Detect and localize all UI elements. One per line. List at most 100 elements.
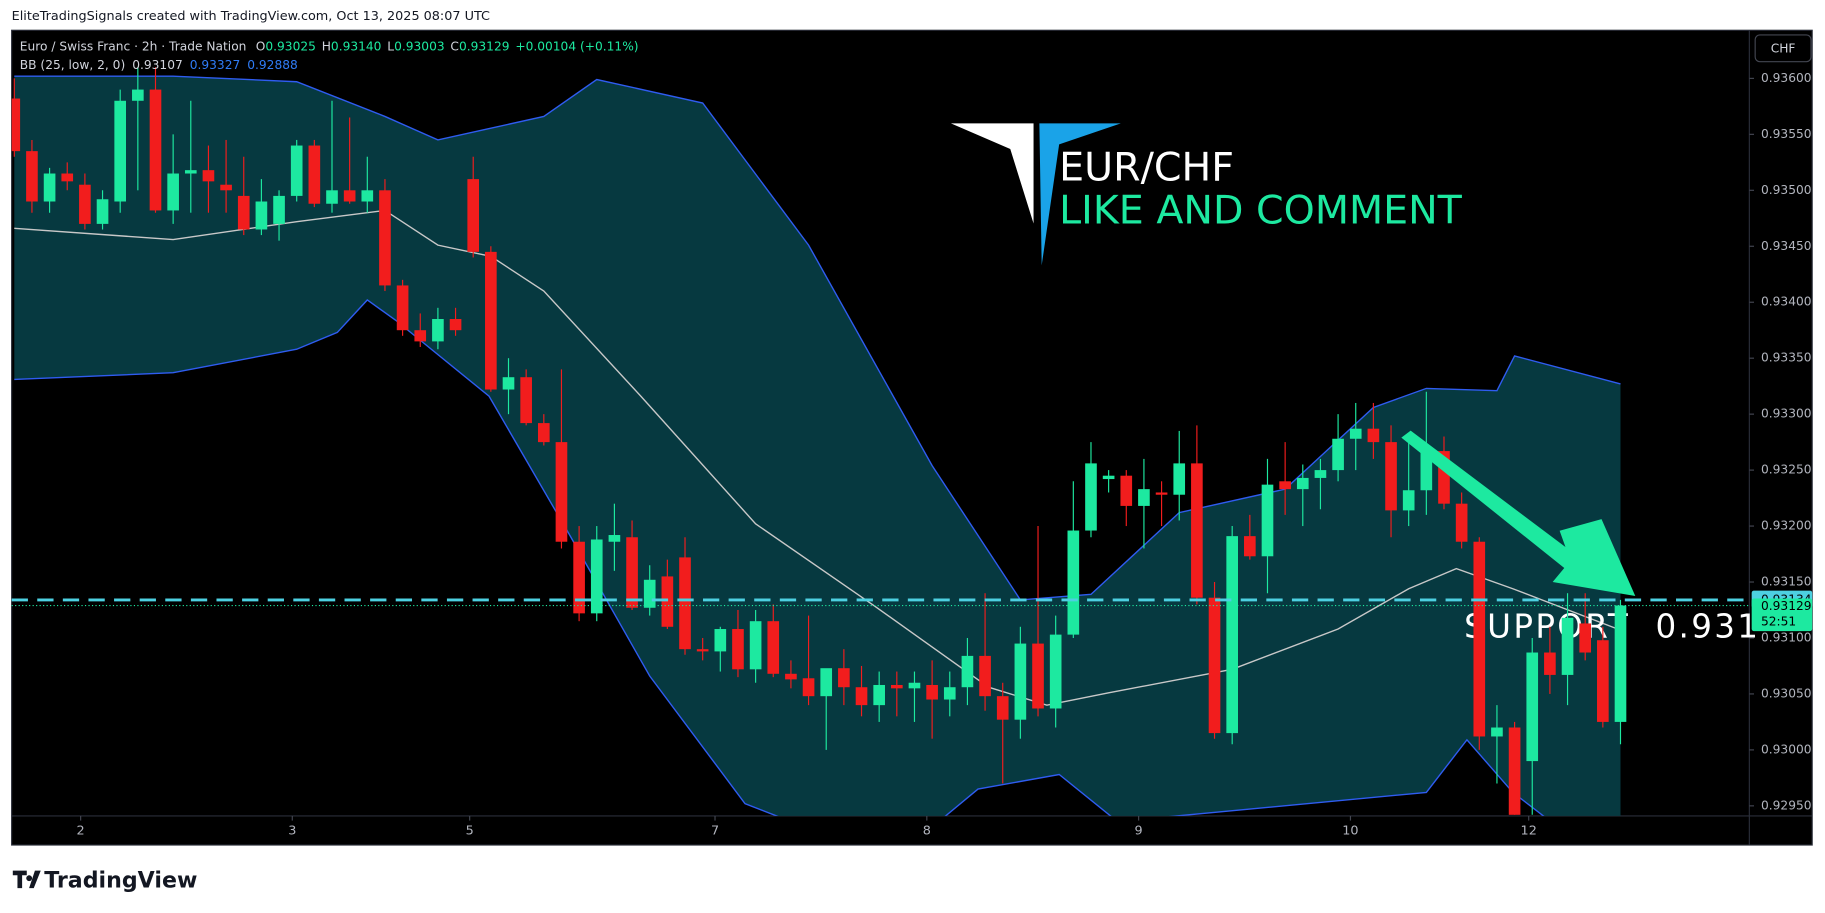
candle-body	[537, 423, 550, 443]
legend-indicator: BB (25, low, 2, 0) 0.93107 0.93327 0.92888	[20, 58, 298, 72]
x-tick-label: 10	[1342, 824, 1358, 839]
legend-ohlc-value: 0.93140	[331, 39, 382, 53]
candle-body	[1296, 477, 1309, 490]
candle-body	[908, 682, 921, 689]
candle-body	[891, 684, 903, 689]
band-lower	[14, 299, 1545, 816]
candle-body	[767, 621, 780, 674]
axes: 0.93600 0.93550 0.93500 0.93450 0.93400 0.933…	[11, 71, 1813, 839]
candle-body	[114, 100, 127, 202]
candle-body	[802, 678, 815, 697]
y-tick-label: 0.93000	[1761, 742, 1812, 756]
countdown: 52:51	[1761, 614, 1796, 628]
candle-body	[273, 195, 285, 224]
legend-indicator-value: 0.92888	[247, 58, 298, 72]
arrow	[1401, 430, 1636, 596]
candle-body	[432, 319, 444, 342]
candle-body	[26, 151, 38, 202]
candle-body	[520, 377, 532, 424]
y-tick-label: 0.93550	[1761, 127, 1812, 141]
candle-body	[1455, 503, 1468, 542]
candle-body	[1279, 481, 1291, 490]
candle-body	[326, 190, 338, 204]
legend-symbol: Euro / Swiss Franc · 2h · Trade Nation O0…	[20, 39, 639, 53]
candle-body	[979, 655, 991, 697]
legend-ohlc-value: 0.93025	[265, 39, 316, 53]
candle-body	[502, 377, 515, 390]
y-tick-label: 0.93200	[1761, 519, 1812, 533]
candle-body	[1544, 652, 1556, 675]
candle-body	[149, 89, 162, 211]
candle-body	[396, 285, 409, 331]
candle-body	[449, 319, 462, 331]
legend-ohlc-label: H	[322, 39, 331, 53]
candle-body	[643, 579, 656, 608]
x-tick-label: 3	[288, 824, 296, 839]
legend-ohlc-label: O	[256, 39, 266, 53]
candle-body	[1085, 463, 1097, 531]
candle-body	[1191, 463, 1203, 598]
candle-body	[1420, 451, 1433, 491]
x-tick-label: 12	[1521, 824, 1537, 839]
candle-body	[926, 684, 938, 700]
candle-body	[1473, 541, 1486, 737]
y-tick-label: 0.93350	[1761, 351, 1812, 365]
legend-change: +0.00104 (+0.11%)	[515, 39, 638, 53]
y-tick-label: 0.93600	[1761, 71, 1812, 85]
candle-body	[573, 541, 585, 614]
y-tick-label: 0.93300	[1761, 407, 1812, 421]
x-tick-label: 7	[711, 824, 719, 839]
candle-body	[626, 537, 638, 608]
x-tick-label: 8	[923, 824, 931, 839]
candle-body	[661, 576, 674, 627]
candle-body	[1332, 438, 1344, 471]
candle-body	[220, 184, 232, 191]
candle-body	[1402, 490, 1415, 511]
candle-body	[308, 145, 321, 204]
currency-button[interactable]	[1754, 34, 1812, 63]
candle-body	[1049, 634, 1062, 709]
x-tick-label: 9	[1135, 824, 1143, 839]
candle-body	[1367, 428, 1380, 443]
x-tick-label: 5	[466, 824, 474, 839]
candle-body	[732, 629, 744, 670]
candle-body	[1579, 623, 1592, 653]
y-tick-label: 0.93400	[1761, 295, 1812, 309]
support-annotation: SUPPORT 0.931	[1464, 608, 1760, 646]
header: EliteTradingSignals created with Trading…	[12, 9, 490, 24]
currency-label: CHF	[1771, 41, 1796, 55]
candle-body	[1597, 640, 1609, 722]
candle-body	[485, 251, 497, 390]
candle-body	[1067, 530, 1080, 635]
candle-body	[943, 687, 956, 700]
logo-blue	[1039, 123, 1121, 266]
candle-body	[1508, 727, 1521, 815]
candle-body	[1138, 489, 1150, 506]
candle-body	[167, 173, 179, 211]
y-tick-label: 0.93450	[1761, 239, 1812, 253]
candle-body	[1226, 536, 1239, 734]
candle-body	[785, 673, 797, 680]
candle-body	[555, 442, 568, 542]
candle-body	[749, 621, 762, 670]
legend-indicator-value: 0.93107	[132, 58, 183, 72]
last-badge	[1751, 598, 1813, 632]
candle-body	[1032, 643, 1044, 709]
candle-body	[43, 173, 56, 202]
brand-icon	[12, 870, 41, 889]
legend-indicator-name: BB (25, low, 2, 0)	[20, 58, 125, 72]
candle-body	[414, 330, 427, 342]
candles	[11, 67, 1627, 815]
candle-body	[379, 190, 391, 286]
candle-body	[820, 668, 833, 697]
subtitle: LIKE AND COMMENT	[1059, 188, 1463, 234]
candle-body	[361, 190, 374, 202]
legend-ohlc-label: L	[387, 39, 394, 53]
candle-body	[1385, 442, 1397, 511]
candle-body	[679, 557, 691, 650]
candle-body	[184, 170, 197, 174]
candle-body	[1438, 451, 1450, 504]
candle-body	[343, 190, 356, 202]
y-tick-label: 0.93100	[1761, 630, 1812, 644]
